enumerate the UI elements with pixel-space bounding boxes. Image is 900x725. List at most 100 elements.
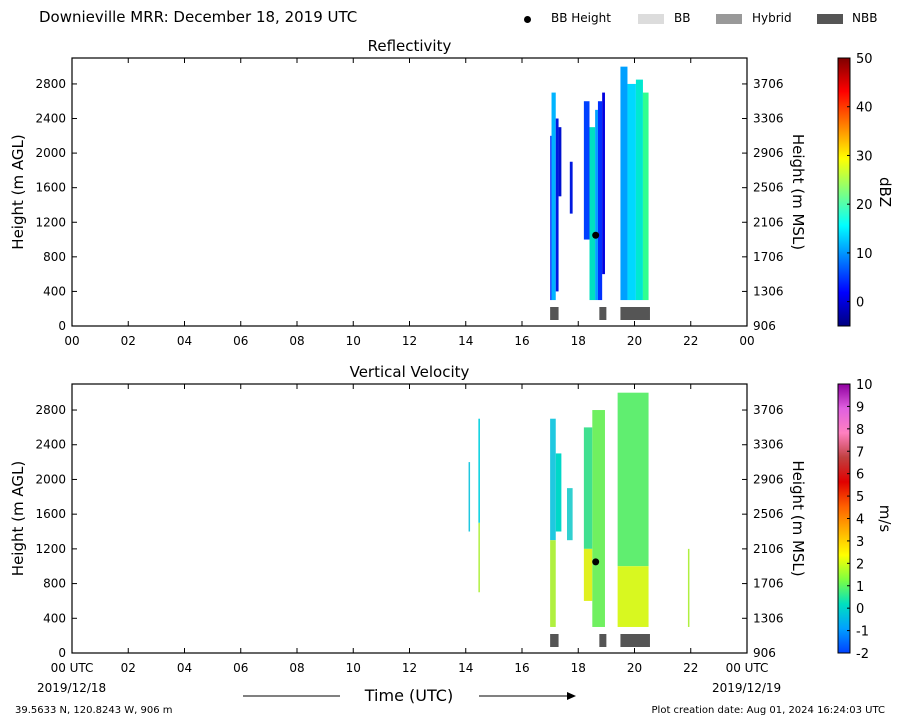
x-tick-label: 14 xyxy=(458,661,473,675)
x-tick-label: 08 xyxy=(289,661,304,675)
data-column xyxy=(583,548,593,601)
data-column xyxy=(617,566,649,627)
x-tick-label: 00 xyxy=(64,334,79,348)
y-tick-label-right: 2106 xyxy=(753,215,784,229)
data-column xyxy=(555,118,559,292)
data-column xyxy=(550,540,556,627)
y-axis-label-right: Height (m MSL) xyxy=(789,134,807,250)
y-tick-label-right: 3706 xyxy=(753,77,784,91)
y-tick-label: 0 xyxy=(58,319,66,333)
y-tick-label: 800 xyxy=(43,577,66,591)
x-tick-label: 20 xyxy=(627,334,642,348)
y-tick-label: 400 xyxy=(43,284,66,298)
data-column xyxy=(478,418,480,523)
colorbar-tick-label: 10 xyxy=(856,378,873,393)
bb-height-point xyxy=(592,231,600,239)
y-tick-label: 800 xyxy=(43,250,66,264)
y-tick-label-right: 2906 xyxy=(753,146,784,160)
data-column xyxy=(602,92,605,275)
x-tick-label: 12 xyxy=(402,661,417,675)
colorbar-tick-label: 30 xyxy=(856,149,873,164)
x-tick-label: 18 xyxy=(571,661,586,675)
y-axis-label: Height (m AGL) xyxy=(9,461,27,576)
data-column xyxy=(617,392,649,567)
data-column xyxy=(550,418,556,541)
y-tick-label-right: 2106 xyxy=(753,542,784,556)
data-column xyxy=(687,548,690,627)
x-tick-label: 22 xyxy=(683,661,698,675)
colorbar-tick-label: 6 xyxy=(856,468,864,483)
x-tick-label: 04 xyxy=(177,334,192,348)
y-tick-label-right: 3306 xyxy=(753,438,784,452)
data-column xyxy=(567,488,573,541)
x-tick-label: 20 xyxy=(627,661,642,675)
data-column xyxy=(478,522,480,593)
legend-hybrid-label: Hybrid xyxy=(752,11,792,25)
colorbar-tick-label: 20 xyxy=(856,198,873,213)
x-tick-label: 14 xyxy=(458,334,473,348)
colorbar-tick-label: -2 xyxy=(856,647,869,662)
bb-type-bar xyxy=(620,634,650,647)
colorbar-tick-label: 8 xyxy=(856,423,864,438)
legend-bb-height-label: BB Height xyxy=(551,11,611,25)
y-tick-label: 2400 xyxy=(35,438,66,452)
y-tick-label-right: 1306 xyxy=(753,611,784,625)
x-tick-label: 08 xyxy=(289,334,304,348)
x-tick-label: 06 xyxy=(233,661,248,675)
colorbar-tick-label: 0 xyxy=(856,602,864,617)
x-tick-label: 22 xyxy=(683,334,698,348)
y-tick-label: 2400 xyxy=(35,112,66,126)
y-axis-label-right: Height (m MSL) xyxy=(789,460,807,576)
x-tick-label: 04 xyxy=(177,661,192,675)
data-column xyxy=(551,92,556,301)
data-column xyxy=(642,92,649,301)
start-date-label: 2019/12/18 xyxy=(37,681,106,695)
bb-type-bar xyxy=(550,634,559,647)
data-column xyxy=(583,427,593,549)
legend-nbb-swatch xyxy=(817,14,843,24)
x-tick-label: 10 xyxy=(346,661,361,675)
y-tick-label-right: 1706 xyxy=(753,250,784,264)
colorbar-tick-label: 3 xyxy=(856,535,864,550)
data-column xyxy=(558,127,562,197)
data-column xyxy=(635,79,643,301)
x-tick-label: 16 xyxy=(514,661,529,675)
x-tick-label: 06 xyxy=(233,334,248,348)
colorbar-tick-label: 7 xyxy=(856,445,864,460)
bb-height-point xyxy=(592,558,600,566)
y-tick-label-right: 906 xyxy=(753,319,776,333)
colorbar-tick-label: 5 xyxy=(856,490,864,505)
y-tick-label: 2000 xyxy=(35,472,66,486)
x-tick-label: 16 xyxy=(514,334,529,348)
y-tick-label: 1600 xyxy=(35,507,66,521)
colorbar-tick-label: -1 xyxy=(856,625,869,640)
y-tick-label: 2800 xyxy=(35,77,66,91)
colorbar-tick-label: 9 xyxy=(856,400,864,415)
data-column xyxy=(592,410,605,627)
colorbar-tick-label: 1 xyxy=(856,580,864,595)
x-tick-label: 18 xyxy=(571,334,586,348)
y-tick-label: 1600 xyxy=(35,181,66,195)
data-column xyxy=(550,135,552,301)
y-tick-label-right: 3706 xyxy=(753,403,784,417)
colorbar-label: dBZ xyxy=(876,177,894,207)
bb-type-bar xyxy=(620,307,650,320)
data-column xyxy=(597,101,603,301)
legend-hybrid-swatch xyxy=(716,14,742,24)
y-tick-label-right: 906 xyxy=(753,646,776,660)
colorbar-tick-label: 0 xyxy=(856,296,864,311)
colorbar-label: m/s xyxy=(876,505,894,533)
colorbar-tick-label: 50 xyxy=(856,52,873,67)
panel-title: Vertical Velocity xyxy=(350,363,470,381)
colorbar xyxy=(837,57,851,327)
x-tick-label: 10 xyxy=(346,334,361,348)
colorbar-tick-label: 2 xyxy=(856,557,864,572)
colorbar-tick-label: 10 xyxy=(856,247,873,262)
bb-type-bar xyxy=(550,307,559,320)
y-axis-label: Height (m AGL) xyxy=(9,134,27,249)
y-tick-label: 0 xyxy=(58,646,66,660)
y-tick-label: 2800 xyxy=(35,403,66,417)
panel-title: Reflectivity xyxy=(368,37,452,55)
location-text: 39.5633 N, 120.8243 W, 906 m xyxy=(15,705,173,716)
data-column xyxy=(595,109,598,301)
